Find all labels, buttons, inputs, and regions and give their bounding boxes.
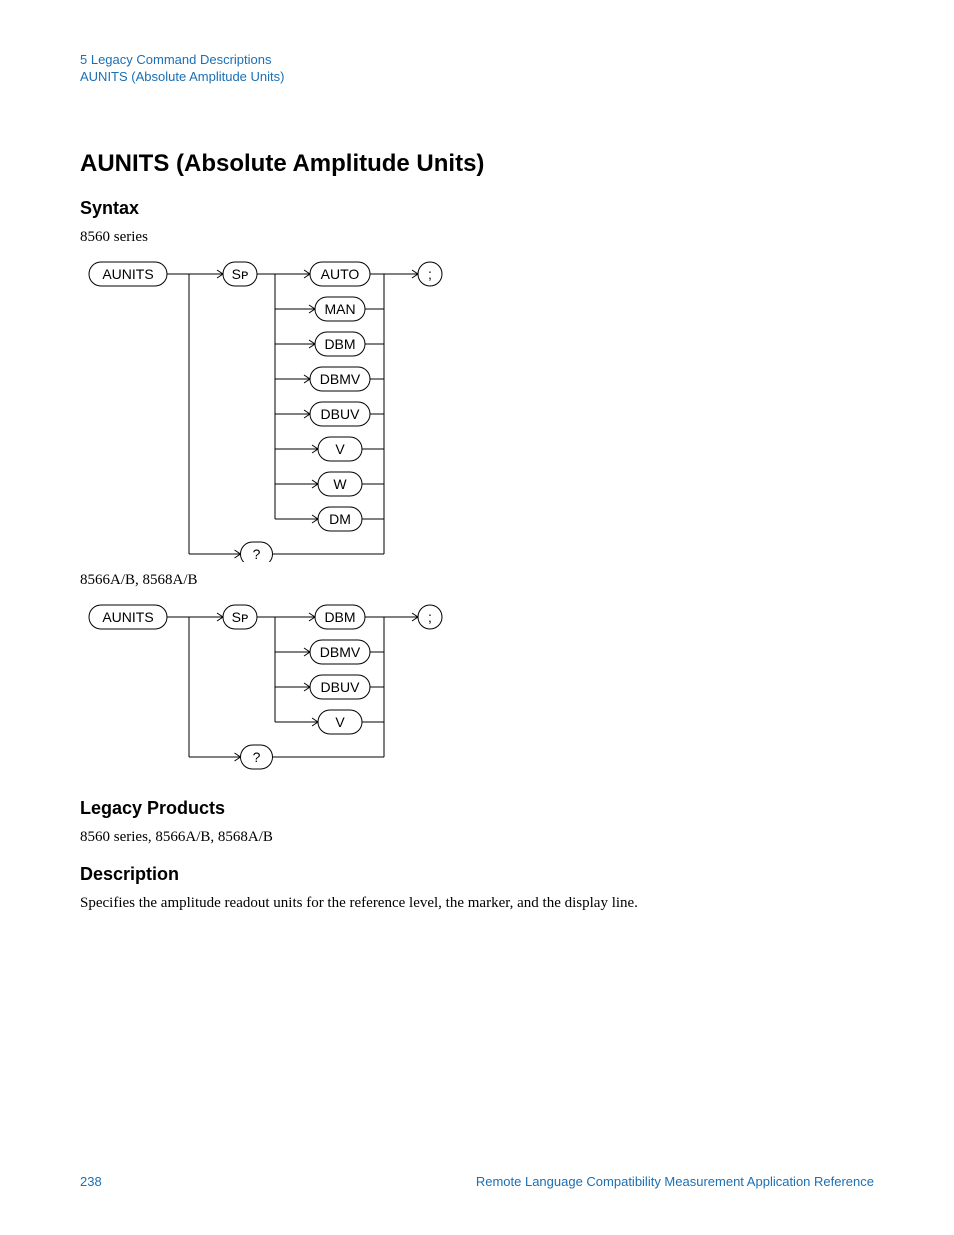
svg-text:AUNITS: AUNITS	[102, 266, 153, 282]
syntax-diagram-8566-8568: AUNITS Sᴘ DBM DBMV DBUV V;?	[80, 595, 450, 780]
svg-text:W: W	[333, 476, 347, 492]
doc-title: Remote Language Compatibility Measuremen…	[476, 1174, 874, 1189]
syntax-group2-label: 8566A/B, 8568A/B	[80, 572, 874, 589]
svg-text:MAN: MAN	[324, 301, 355, 317]
header-chapter: 5 Legacy Command Descriptions	[80, 52, 874, 69]
svg-text:Sᴘ: Sᴘ	[232, 609, 249, 625]
header-section: AUNITS (Absolute Amplitude Units)	[80, 69, 874, 86]
svg-text:;: ;	[428, 609, 432, 625]
svg-text:AUTO: AUTO	[321, 266, 360, 282]
page-header: 5 Legacy Command Descriptions AUNITS (Ab…	[80, 52, 874, 86]
syntax-diagram-8560: AUNITS Sᴘ AUTO MAN DBM DBMV DBUV V W DM;?	[80, 252, 450, 562]
syntax-group1-label: 8560 series	[80, 229, 874, 246]
description-text: Specifies the amplitude readout units fo…	[80, 895, 874, 912]
svg-text:DBUV: DBUV	[321, 679, 361, 695]
page-footer: 238 Remote Language Compatibility Measur…	[80, 1174, 874, 1189]
svg-text:DBM: DBM	[324, 609, 355, 625]
svg-text:AUNITS: AUNITS	[102, 609, 153, 625]
svg-text:DM: DM	[329, 511, 351, 527]
svg-text:?: ?	[253, 546, 261, 562]
svg-text:DBMV: DBMV	[320, 644, 361, 660]
svg-text:V: V	[335, 714, 345, 730]
description-heading: Description	[80, 864, 874, 885]
svg-text:V: V	[335, 441, 345, 457]
page-title: AUNITS (Absolute Amplitude Units)	[80, 150, 874, 178]
svg-text:DBUV: DBUV	[321, 406, 361, 422]
page-number: 238	[80, 1174, 102, 1189]
svg-text:Sᴘ: Sᴘ	[232, 266, 249, 282]
syntax-heading: Syntax	[80, 198, 874, 219]
svg-text:DBMV: DBMV	[320, 371, 361, 387]
legacy-products-text: 8560 series, 8566A/B, 8568A/B	[80, 829, 874, 846]
legacy-products-heading: Legacy Products	[80, 798, 874, 819]
svg-text:;: ;	[428, 266, 432, 282]
svg-text:?: ?	[253, 749, 261, 765]
svg-text:DBM: DBM	[324, 336, 355, 352]
